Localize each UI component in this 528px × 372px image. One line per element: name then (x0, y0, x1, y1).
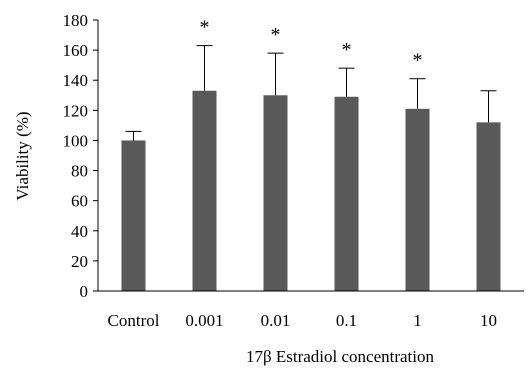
y-tick-label: 120 (63, 101, 89, 120)
significance-marker: * (342, 39, 352, 61)
error-bar (409, 78, 426, 109)
x-tick-label: Control (108, 311, 160, 330)
y-tick-label: 20 (71, 252, 88, 271)
bar-0.01 (263, 95, 288, 292)
y-tick-label: 140 (63, 71, 89, 90)
bar-Control (121, 140, 146, 291)
significance-marker: * (413, 50, 423, 72)
significance-marker: * (200, 17, 210, 39)
error-bar (480, 90, 497, 123)
bar-10 (476, 122, 501, 291)
bar-0.1 (334, 96, 359, 292)
x-tick-label: 10 (480, 311, 497, 330)
y-tick-label: 180 (63, 11, 89, 30)
error-bar (338, 67, 355, 97)
error-bar (267, 52, 284, 96)
error-bar (196, 45, 213, 91)
y-tick-label: 100 (63, 131, 89, 150)
y-tick-label: 60 (71, 192, 88, 211)
x-tick-label: 1 (413, 311, 422, 330)
y-tick-label: 80 (71, 162, 88, 181)
x-tick-label: 0.01 (261, 311, 291, 330)
error-bar (125, 130, 142, 141)
y-axis-title: Viability (%) (13, 111, 32, 200)
bar-1 (405, 108, 430, 291)
x-tick-label: 0.1 (336, 311, 357, 330)
y-tick-label: 40 (71, 222, 88, 241)
bar-0.001 (192, 90, 217, 291)
y-tick-label: 160 (63, 41, 89, 60)
y-tick-label: 0 (80, 282, 89, 301)
x-axis-title: 17β Estradiol concentration (246, 347, 435, 366)
x-tick-label: 0.001 (185, 311, 223, 330)
significance-marker: * (271, 24, 281, 46)
plot-area: * * * * (121, 17, 501, 292)
